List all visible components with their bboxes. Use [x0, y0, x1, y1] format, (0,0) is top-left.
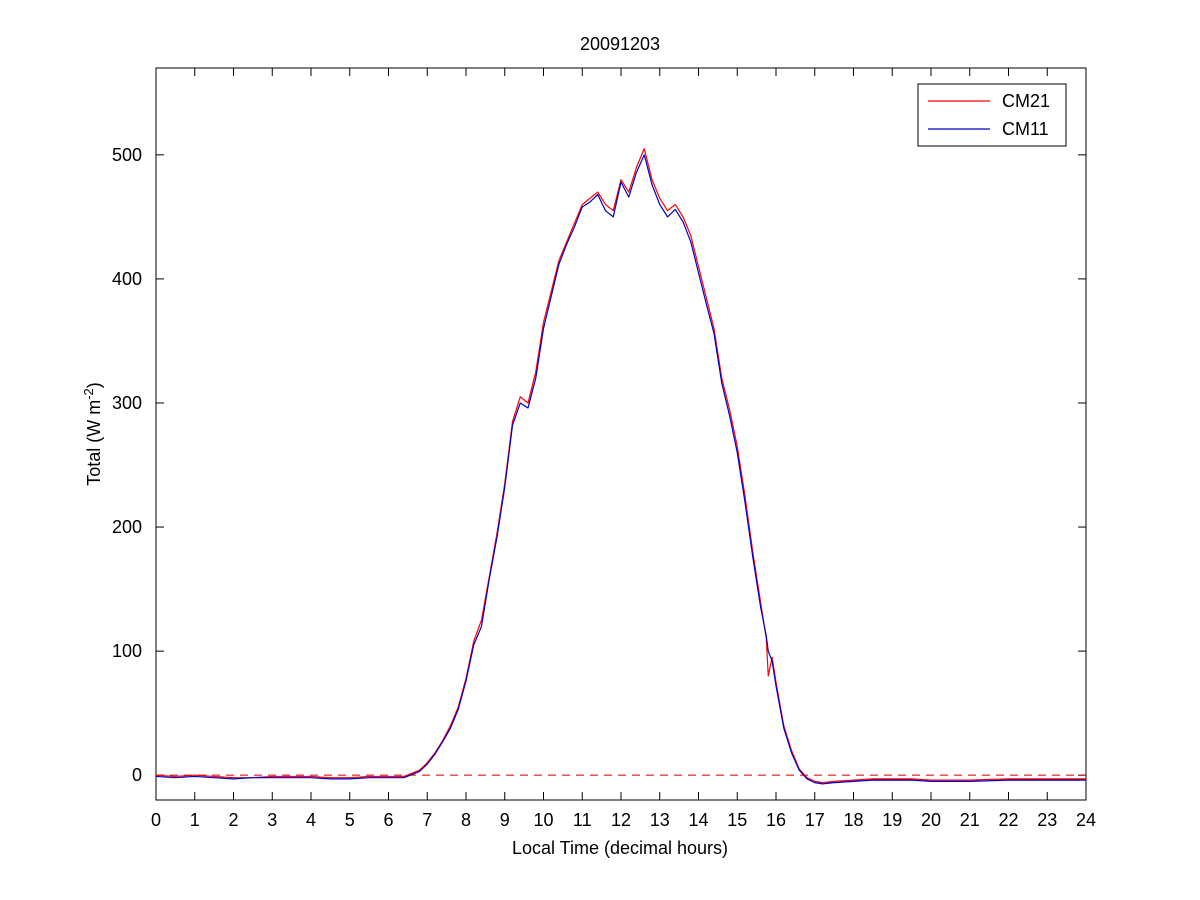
y-tick-label: 500 [112, 145, 142, 165]
series-layer [155, 148, 1086, 785]
y-tick-label: 0 [132, 765, 142, 785]
y-tick-label: 400 [112, 269, 142, 289]
legend-label-cm21: CM21 [1002, 91, 1050, 111]
x-tick-label: 12 [611, 810, 631, 830]
x-tick-label: 8 [461, 810, 471, 830]
x-tick-label: 20 [921, 810, 941, 830]
x-tick-label: 15 [727, 810, 747, 830]
x-tick-label: 3 [267, 810, 277, 830]
legend: CM21 CM11 [917, 83, 1067, 147]
y-axis-ticks: 0 100 200 300 400 500 [112, 145, 1086, 785]
x-tick-label: 6 [383, 810, 393, 830]
y-axis-label-prefix: Total (W m [84, 400, 104, 486]
y-axis-label-exponent: -2 [81, 388, 96, 400]
y-axis-label-suffix: ) [84, 382, 104, 388]
x-tick-label: 10 [533, 810, 553, 830]
x-tick-label: 18 [843, 810, 863, 830]
x-tick-label: 7 [422, 810, 432, 830]
x-tick-label: 11 [573, 810, 592, 830]
x-tick-label: 9 [500, 810, 510, 830]
x-tick-label: 0 [151, 810, 161, 830]
x-tick-label: 4 [306, 810, 316, 830]
x-tick-label: 22 [998, 810, 1018, 830]
y-axis-label: Total (W m-2) [81, 382, 104, 486]
x-tick-label: 19 [882, 810, 902, 830]
series-line-cm11 [155, 154, 1086, 785]
x-tick-label: 5 [345, 810, 355, 830]
x-tick-label: 23 [1037, 810, 1057, 830]
chart-title: 20091203 [580, 34, 660, 54]
x-tick-label: 16 [766, 810, 786, 830]
x-axis-ticks: 0 1 2 3 4 5 6 7 8 9 10 11 12 13 14 15 16 17 18 19 20 21 22 23 24 [151, 68, 1096, 830]
legend-box [917, 83, 1067, 147]
x-tick-label: 14 [688, 810, 708, 830]
legend-label-cm11: CM11 [1002, 119, 1049, 139]
x-tick-label: 2 [228, 810, 238, 830]
x-axis-label: Local Time (decimal hours) [512, 838, 728, 858]
x-tick-label: 24 [1076, 810, 1096, 830]
x-tick-label: 13 [650, 810, 670, 830]
x-tick-label: 17 [805, 810, 825, 830]
x-tick-label: 1 [190, 810, 200, 830]
y-tick-label: 100 [112, 641, 142, 661]
x-tick-label: 21 [960, 810, 980, 830]
y-tick-label: 300 [112, 393, 142, 413]
plot-area [155, 67, 1087, 801]
y-tick-label: 200 [112, 517, 142, 537]
legend-items: CM21 CM11 [928, 91, 1050, 139]
